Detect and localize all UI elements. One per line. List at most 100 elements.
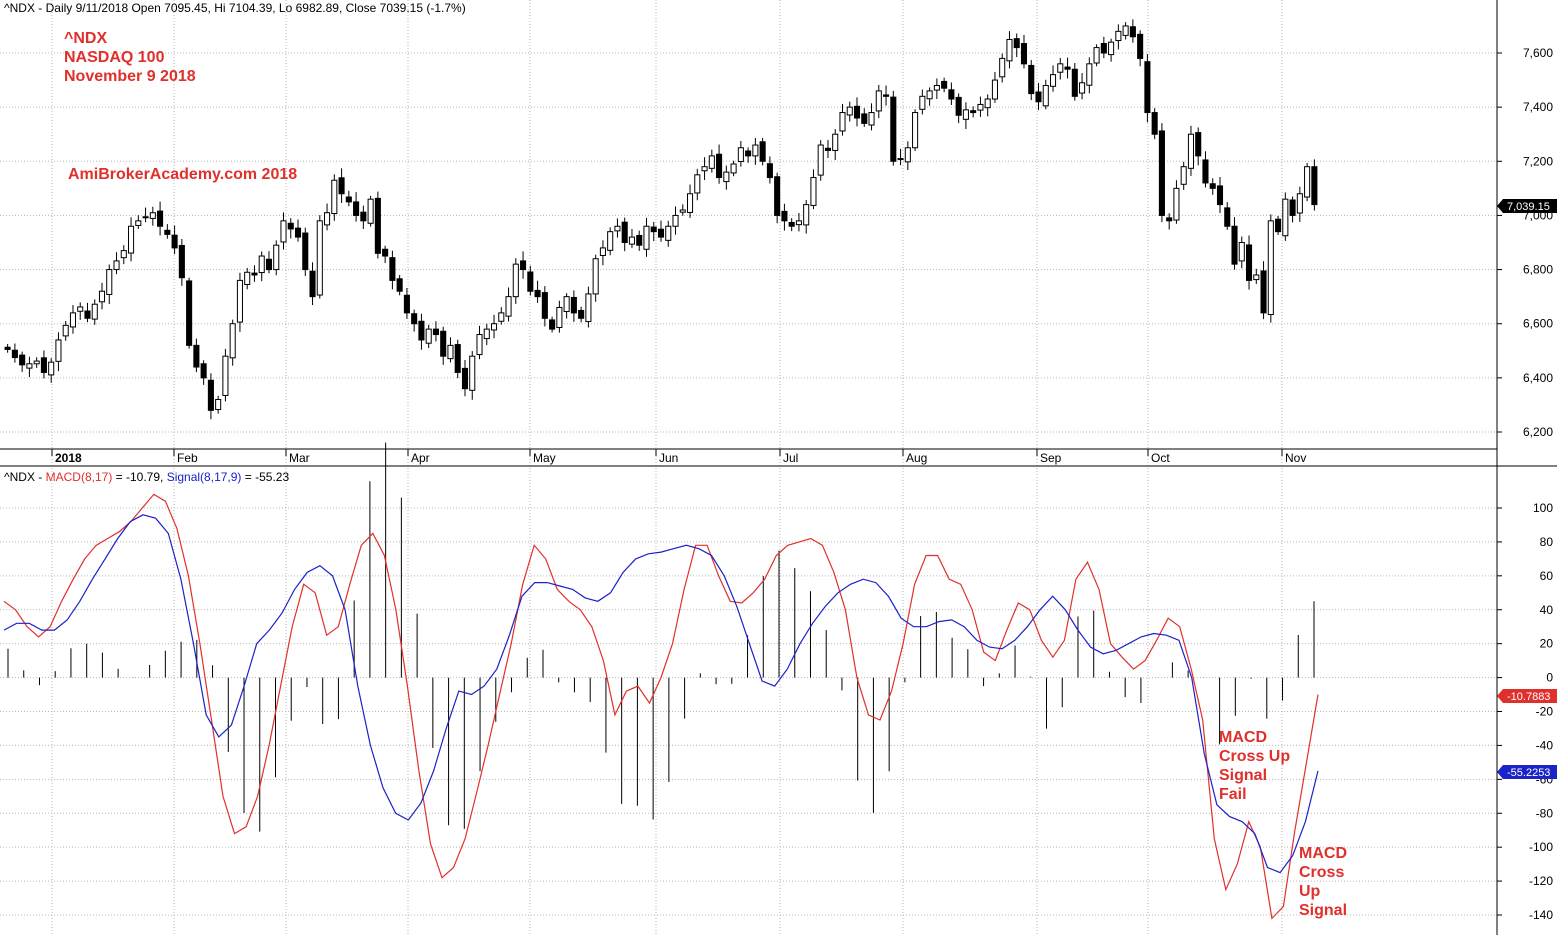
candle-down xyxy=(1224,207,1231,227)
candle-down xyxy=(389,257,396,281)
candle-down xyxy=(40,357,47,373)
candle-up xyxy=(258,255,265,274)
fail-note-line-3: Signal xyxy=(1219,767,1267,784)
candle-up xyxy=(933,84,940,91)
candle-up xyxy=(875,90,882,112)
month-label: May xyxy=(533,451,556,465)
candle-down xyxy=(193,344,200,368)
candle-up xyxy=(643,225,650,250)
candle-down xyxy=(1028,64,1035,95)
candle-up xyxy=(737,147,744,163)
candle-up xyxy=(599,247,606,256)
candle-up xyxy=(447,344,454,360)
candle-down xyxy=(941,80,948,89)
signal-last-badge-text: -55.2253 xyxy=(1507,767,1550,779)
candle-up xyxy=(215,399,222,411)
candle-down xyxy=(657,228,665,238)
candle-up xyxy=(977,103,984,111)
candle-down xyxy=(345,196,352,203)
watermark-annotation: AmiBrokerAcademy.com 2018 xyxy=(68,166,297,183)
candle-down xyxy=(570,296,577,314)
signal-last-badge-bg xyxy=(1497,765,1557,779)
macd-lines xyxy=(3,493,1319,920)
candle-up xyxy=(331,179,338,215)
candle-down xyxy=(1245,244,1253,281)
candle-up xyxy=(991,79,998,100)
candle-up xyxy=(222,355,229,396)
candle-down xyxy=(1020,43,1028,65)
cross-note-line-1: MACD xyxy=(1299,845,1347,862)
candle-down xyxy=(883,94,890,97)
candle-down xyxy=(824,147,832,151)
candle-down xyxy=(745,150,752,157)
month-label: Mar xyxy=(289,451,310,465)
candle-down xyxy=(338,177,345,195)
candle-down xyxy=(207,379,214,411)
candle-down xyxy=(853,105,861,119)
candle-down xyxy=(403,294,410,314)
candle-up xyxy=(926,90,933,100)
candle-up xyxy=(846,106,853,116)
candle-down xyxy=(534,289,541,298)
candle-down xyxy=(454,344,461,373)
candle-down xyxy=(716,153,723,179)
candle-up xyxy=(592,258,599,295)
candle-up xyxy=(1173,187,1180,221)
candle-down xyxy=(1216,185,1224,206)
candle-up xyxy=(904,147,911,163)
candle-up xyxy=(128,225,135,254)
candle-down xyxy=(251,272,258,276)
candle-up xyxy=(425,328,432,344)
candle-up xyxy=(324,212,331,226)
month-label: Aug xyxy=(906,451,927,465)
candle-down xyxy=(774,176,781,216)
price-grid xyxy=(0,0,1497,935)
index-name-annotation: NASDAQ 100 xyxy=(64,49,165,66)
candle-down xyxy=(1195,132,1202,157)
candle-down xyxy=(621,221,628,243)
candle-down xyxy=(360,211,367,222)
candle-down xyxy=(781,210,788,222)
candle-up xyxy=(563,296,570,313)
candle-up xyxy=(999,57,1006,78)
macd-y-tick-label: 60 xyxy=(1540,569,1554,583)
macd-y-tick-label: -20 xyxy=(1536,705,1554,719)
candle-up xyxy=(77,306,84,312)
candle-up xyxy=(1079,82,1086,94)
candle-down xyxy=(527,271,534,292)
signal-header-value: = -55.23 xyxy=(241,470,289,484)
candle-up xyxy=(672,214,679,227)
candle-up xyxy=(26,363,33,369)
candle-up xyxy=(832,133,839,151)
candle-down xyxy=(11,349,18,359)
candle-down xyxy=(1100,43,1107,54)
candle-down xyxy=(157,210,164,227)
candle-up xyxy=(628,236,636,245)
candle-up xyxy=(1180,166,1187,185)
candle-down xyxy=(636,234,643,246)
macd-header-value: = -10.79, xyxy=(112,470,166,484)
candle-up xyxy=(476,334,483,356)
price-y-tick-label: 7,400 xyxy=(1523,100,1553,114)
candle-down xyxy=(520,260,527,271)
fail-note-line-1: MACD xyxy=(1219,729,1267,746)
price-y-tick-label: 7,200 xyxy=(1523,154,1553,168)
month-label: Sep xyxy=(1040,451,1062,465)
candle-up xyxy=(868,112,875,126)
price-y-tick-label: 6,800 xyxy=(1523,263,1553,277)
candle-down xyxy=(1071,68,1078,97)
candle-up xyxy=(273,244,280,271)
candle-up xyxy=(810,177,817,206)
macd-grid xyxy=(0,507,1497,916)
candle-down xyxy=(186,280,193,346)
candle-down xyxy=(766,163,773,179)
month-label: Feb xyxy=(177,451,198,465)
price-header: ^NDX - Daily 9/11/2018 Open 7095.45, Hi … xyxy=(4,1,466,15)
candle-down xyxy=(1289,199,1296,216)
price-y-tick-label: 6,600 xyxy=(1523,317,1553,331)
candle-up xyxy=(120,250,127,259)
candle-up xyxy=(98,290,106,303)
candle-up xyxy=(803,204,810,226)
candle-up xyxy=(149,212,156,219)
